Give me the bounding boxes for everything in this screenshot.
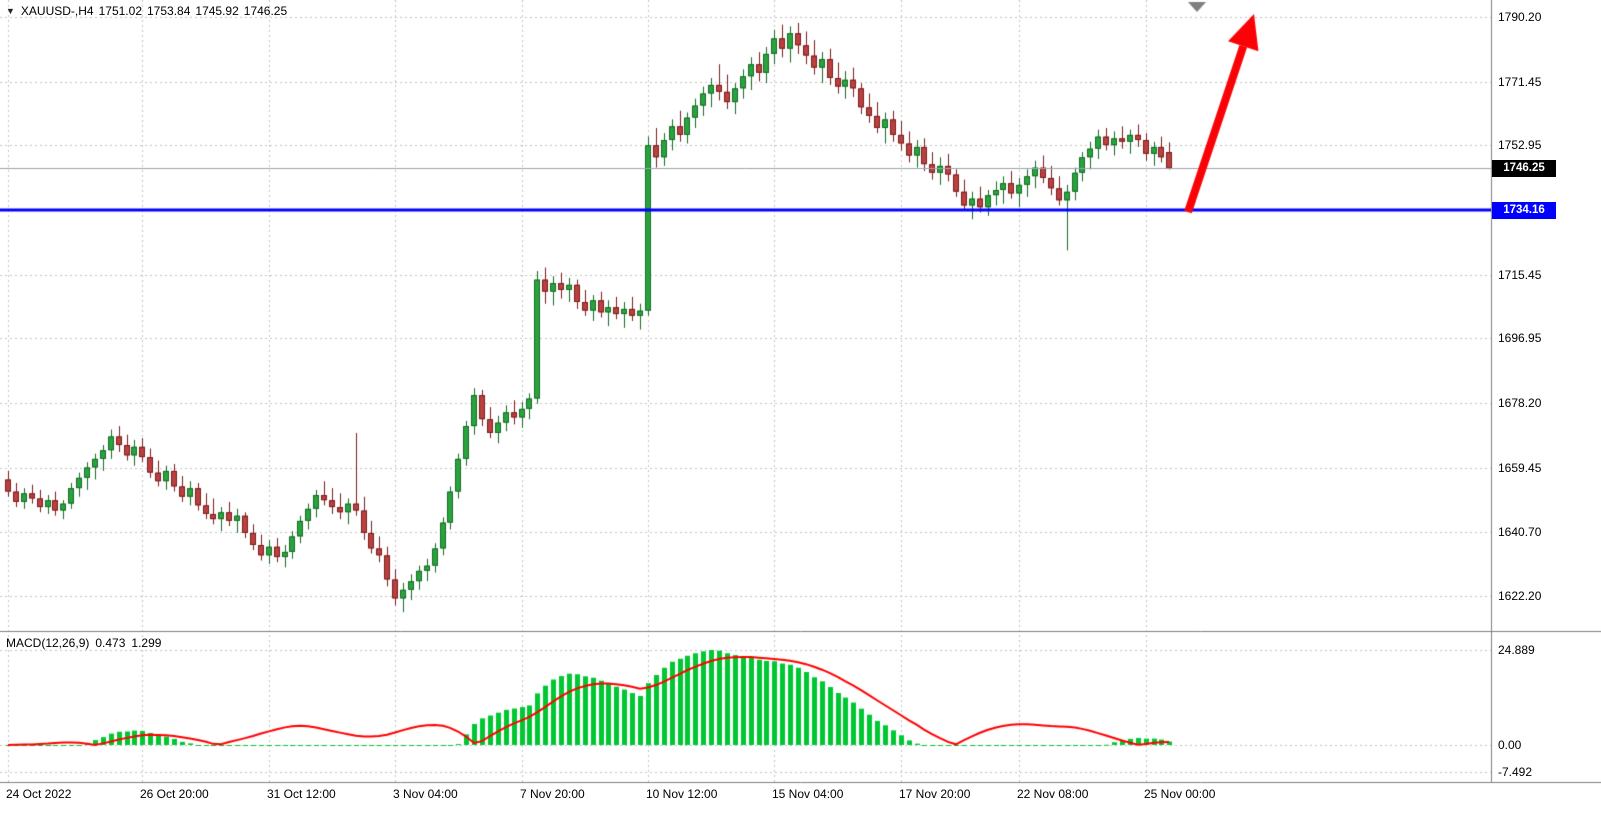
- price-axis-label: 1790.20: [1498, 10, 1542, 24]
- current-price-tag: 1746.25: [1492, 159, 1556, 177]
- time-axis-label: 26 Oct 20:00: [140, 787, 209, 801]
- symbol-dropdown-icon[interactable]: ▼: [6, 6, 15, 16]
- time-axis-label: 10 Nov 12:00: [646, 787, 718, 801]
- price-axis-label: 1678.20: [1498, 396, 1542, 410]
- hline-price-tag[interactable]: 1734.16: [1492, 201, 1556, 219]
- macd-axis-label: -7.492: [1498, 765, 1533, 779]
- ohlc-low-value: 1745.92: [195, 4, 239, 18]
- time-axis-label: 25 Nov 00:00: [1144, 787, 1216, 801]
- macd-axis: 24.889 0.00 -7.492: [1492, 631, 1601, 782]
- price-axis[interactable]: 1790.20 1771.45 1752.95 1715.45 1696.95 1678.…: [1492, 0, 1601, 782]
- macd-main-value: 0.473: [95, 636, 126, 650]
- macd-axis-label: 24.889: [1498, 643, 1535, 657]
- current-price-tag-text: 1746.25: [1503, 162, 1545, 175]
- ohlc-open-value: 1751.02: [98, 4, 142, 18]
- time-axis[interactable]: 24 Oct 2022 26 Oct 20:00 31 Oct 12:00 3 Nov…: [0, 783, 1601, 825]
- macd-name-label: MACD(12,26,9): [6, 636, 90, 650]
- macd-signal-value: 1.299: [131, 636, 162, 650]
- time-axis-label: 31 Oct 12:00: [267, 787, 336, 801]
- price-axis-label: 1640.70: [1498, 525, 1542, 540]
- price-axis-label: 1752.95: [1498, 138, 1542, 153]
- macd-axis-label: 0.00: [1498, 738, 1522, 752]
- time-axis-label: 17 Nov 20:00: [899, 787, 971, 801]
- time-axis-label: 3 Nov 04:00: [393, 787, 458, 801]
- price-axis-label: 1771.45: [1498, 74, 1542, 89]
- time-axis-label: 15 Nov 04:00: [772, 787, 844, 801]
- price-axis-label: 1715.45: [1498, 267, 1542, 282]
- hline-price-tag-text: 1734.16: [1503, 204, 1545, 217]
- ohlc-close-value: 1746.25: [243, 4, 288, 18]
- time-axis-label: 24 Oct 2022: [6, 787, 72, 801]
- time-axis-label: 7 Nov 20:00: [520, 787, 585, 801]
- macd-indicator-label: MACD(12,26,9) 0.473 1.299: [6, 636, 161, 650]
- price-axis-label: 1622.20: [1498, 589, 1542, 603]
- symbol-timeframe-label: XAUUSD-,H4: [20, 4, 94, 18]
- price-axis-label: 1659.45: [1498, 460, 1542, 475]
- chart-ohlc-header: ▼ XAUUSD-,H4 1751.02 1753.84 1745.92 174…: [6, 4, 287, 18]
- time-axis-label: 22 Nov 08:00: [1017, 787, 1089, 801]
- ohlc-high-value: 1753.84: [147, 4, 191, 18]
- price-axis-label: 1696.95: [1498, 331, 1542, 346]
